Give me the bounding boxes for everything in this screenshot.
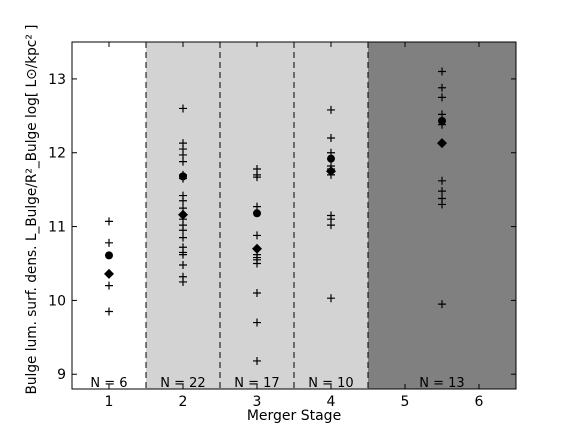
n-count-label: N = 6 bbox=[90, 376, 127, 391]
median-diamond-marker bbox=[252, 243, 262, 254]
n-count-label: N = 13 bbox=[419, 376, 464, 391]
x-axis-title: Merger Stage bbox=[247, 408, 341, 424]
plus-marker bbox=[327, 221, 335, 230]
plus-marker bbox=[253, 318, 261, 327]
plus-marker bbox=[179, 196, 187, 205]
plus-marker bbox=[105, 217, 113, 226]
mean-circle-marker bbox=[105, 251, 113, 260]
plus-marker bbox=[438, 176, 446, 185]
x-tick-label: 6 bbox=[475, 394, 484, 410]
plus-marker bbox=[253, 259, 261, 268]
plus-marker bbox=[253, 289, 261, 298]
plus-marker bbox=[327, 294, 335, 303]
y-tick-label: 9 bbox=[57, 367, 66, 383]
y-tick-label: 13 bbox=[48, 72, 66, 88]
plus-marker bbox=[179, 157, 187, 166]
x-tick-label: 3 bbox=[253, 394, 262, 410]
stage-region bbox=[72, 42, 146, 389]
n-count-label: N = 22 bbox=[160, 376, 205, 391]
plus-marker bbox=[438, 93, 446, 102]
plus-marker bbox=[179, 226, 187, 235]
plus-marker bbox=[438, 187, 446, 196]
plus-marker bbox=[438, 200, 446, 209]
mean-circle-marker bbox=[327, 154, 335, 163]
plus-marker bbox=[438, 83, 446, 92]
plus-marker bbox=[179, 277, 187, 286]
plus-marker bbox=[179, 260, 187, 269]
circle-markers-layer bbox=[105, 116, 446, 260]
plus-marker bbox=[327, 105, 335, 114]
y-tick-label: 10 bbox=[48, 293, 66, 309]
x-tick-label: 5 bbox=[401, 394, 410, 410]
n-labels-layer: N = 6 N = 22 N = 17 N = 10 N = 13 bbox=[90, 376, 464, 391]
mean-circle-marker bbox=[438, 116, 446, 125]
y-tick-label: 12 bbox=[48, 146, 66, 162]
x-tick-label: 1 bbox=[105, 394, 114, 410]
plus-marker bbox=[253, 231, 261, 240]
diamond-markers-layer bbox=[104, 138, 447, 279]
plus-marker bbox=[105, 238, 113, 247]
median-diamond-marker bbox=[104, 268, 114, 279]
plus-marker bbox=[105, 307, 113, 316]
plus-marker bbox=[179, 250, 187, 259]
median-diamond-marker bbox=[326, 166, 336, 177]
mean-circle-marker bbox=[253, 209, 261, 218]
plot-frame bbox=[71, 41, 517, 390]
x-tick-label: 2 bbox=[179, 394, 188, 410]
y-axis-title: Bulge lum. surf. dens. L_Bulge/R²_Bulge … bbox=[24, 25, 40, 395]
plus-marker bbox=[327, 133, 335, 142]
median-diamond-marker bbox=[178, 209, 188, 220]
n-count-label: N = 17 bbox=[234, 376, 279, 391]
median-diamond-marker bbox=[437, 138, 447, 149]
plus-marker bbox=[253, 173, 261, 182]
plus-marker bbox=[253, 356, 261, 365]
mean-circle-marker bbox=[179, 172, 187, 181]
x-tick-label: 4 bbox=[327, 394, 336, 410]
x-tick-labels: 1 2 3 4 5 6 bbox=[105, 394, 484, 410]
plus-marker bbox=[438, 67, 446, 76]
plus-marker bbox=[179, 233, 187, 242]
plus-marker bbox=[179, 104, 187, 113]
ticks-layer bbox=[72, 42, 516, 389]
n-count-label: N = 10 bbox=[308, 376, 353, 391]
y-tick-labels: 9 10 11 12 13 bbox=[48, 72, 66, 383]
dividers-layer bbox=[145, 42, 369, 389]
plus-marker bbox=[438, 300, 446, 309]
plus-marker bbox=[105, 281, 113, 290]
y-tick-label: 11 bbox=[48, 220, 66, 236]
